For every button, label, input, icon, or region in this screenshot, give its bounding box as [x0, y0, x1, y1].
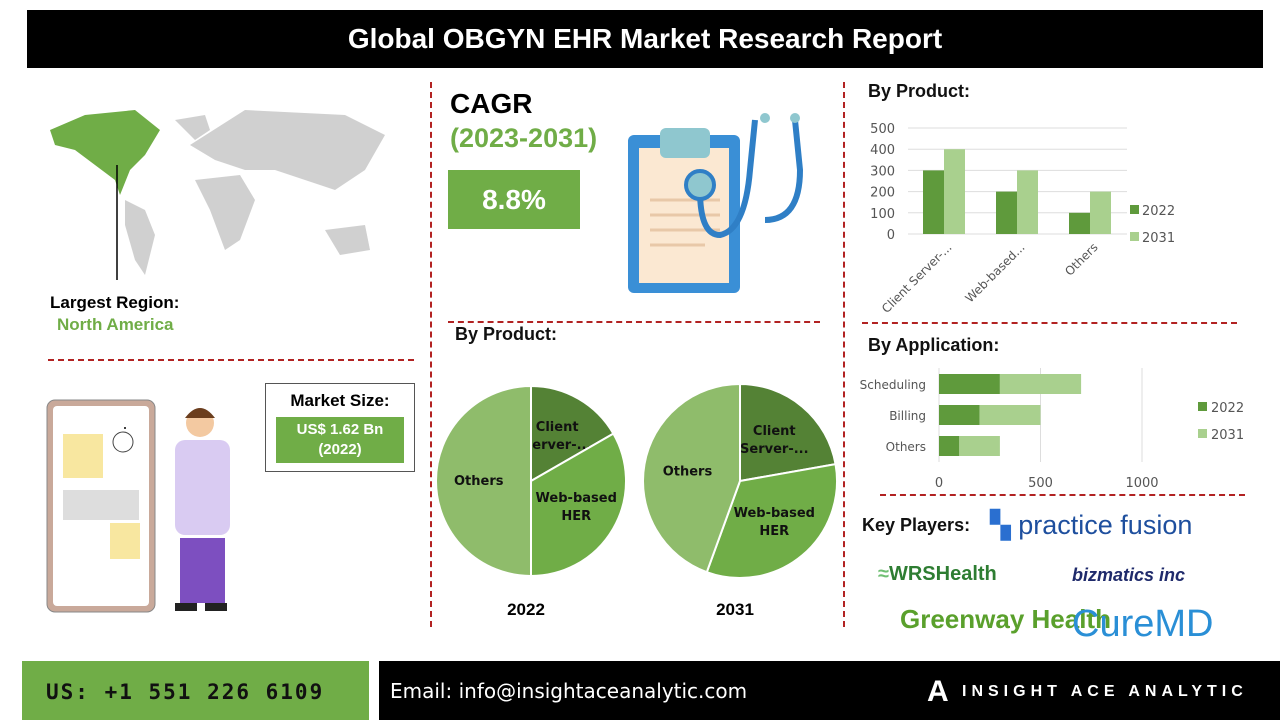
bar: [939, 405, 980, 425]
y-tick-label: Scheduling: [860, 378, 926, 392]
legend-swatch: [1130, 232, 1139, 241]
region-label: Largest Region:: [50, 293, 180, 312]
brand-logo-icon: A: [927, 675, 949, 708]
cagr-period: (2023-2031): [450, 123, 598, 153]
bar: [999, 374, 1082, 394]
x-tick-label: 1000: [1125, 476, 1158, 491]
footer-bar: Email: info@insightaceanalytic.com A INS…: [379, 661, 1280, 720]
pie-slice: [739, 382, 837, 483]
divider: [880, 494, 1245, 496]
application-section-title: By Application:: [868, 335, 1000, 355]
clipboard-stethoscope-icon: [628, 113, 804, 293]
world-map-icon: [50, 110, 385, 280]
pie-slice-label: Server-...: [523, 438, 592, 453]
legend-swatch: [1198, 402, 1207, 411]
pie-year-label: 2022: [507, 600, 545, 619]
x-tick-label: Web-based...: [962, 240, 1027, 305]
wrshealth-logo: ≈WRSHealth: [878, 563, 997, 585]
greenway-health-logo: Greenway Health: [900, 604, 1111, 634]
curemd-logo: CureMD: [1072, 603, 1214, 645]
pie-slice: [705, 462, 838, 579]
legend-swatch: [1198, 429, 1207, 438]
pie-slice: [530, 432, 627, 578]
divider: [430, 82, 432, 627]
bar: [944, 149, 965, 234]
pie-slice-label: Others: [663, 465, 713, 480]
bar: [923, 170, 944, 234]
logo-text: practice fusion: [1018, 510, 1193, 540]
product-pie-charts: Client Server-... Web-based HER Others 2022 Cl…: [435, 382, 838, 619]
brand-name: INSIGHT ACE ANALYTIC: [962, 683, 1248, 700]
y-tick-label: 400: [870, 143, 895, 158]
bar: [959, 436, 1000, 456]
y-tick-label: 300: [870, 164, 895, 179]
legend-label: 2031: [1211, 428, 1244, 443]
market-size-year: (2022): [318, 441, 362, 458]
y-tick-label: Others: [886, 440, 926, 454]
pie-slice-label: Web-based: [734, 506, 815, 521]
key-players-title: Key Players:: [862, 515, 971, 535]
cagr-label: CAGR: [450, 88, 533, 119]
bar: [939, 436, 960, 456]
x-tick-label: 0: [935, 476, 943, 491]
bizmatics-logo: bizmatics inc: [1072, 565, 1186, 585]
application-bar-chart: 0 500 1000 Scheduling Billing Others 2022 2031: [860, 368, 1244, 491]
pie-section-title: By Product:: [455, 324, 558, 344]
pie-slice-label: HER: [561, 509, 591, 524]
y-tick-label: 100: [870, 207, 895, 222]
divider: [48, 359, 414, 361]
legend-label: 2022: [1211, 401, 1244, 416]
product-section-title: By Product:: [868, 81, 971, 101]
divider: [862, 322, 1237, 324]
y-tick-label: 0: [887, 228, 895, 243]
bar: [996, 191, 1017, 234]
bar: [939, 374, 1000, 394]
market-size-box: Market Size: US$ 1.62 Bn (2022): [265, 383, 415, 472]
bar: [1090, 191, 1111, 234]
practice-fusion-logo: ▚ practice fusion: [990, 510, 1193, 540]
x-tick-label: Others: [1062, 240, 1100, 278]
pie-slice-label: Server-...: [740, 442, 809, 457]
pie-year-label: 2031: [716, 600, 754, 619]
pie-slice-label: Web-based: [536, 491, 617, 506]
x-tick-label: 500: [1028, 476, 1053, 491]
report-title: Global OBGYN EHR Market Research Report: [27, 10, 1263, 68]
pie-slice: [642, 382, 741, 574]
legend-label: 2031: [1142, 231, 1175, 246]
bar: [1017, 170, 1038, 234]
product-bar-chart: 0 100 200 300 400 500 Client Server-... Web-bas…: [870, 122, 1175, 316]
legend-swatch: [1130, 205, 1139, 214]
y-tick-label: 500: [870, 122, 895, 137]
phone-contact[interactable]: US: +1 551 226 6109: [22, 661, 369, 720]
pie-slice-label: HER: [759, 524, 789, 539]
x-tick-label: Client Server-...: [879, 240, 955, 316]
pie-slice: [435, 384, 532, 578]
market-size-value: US$ 1.62 Bn: [296, 421, 384, 438]
doctor-ehr-illustration-icon: [46, 399, 230, 613]
pie-slice: [530, 384, 615, 483]
logo-text: WRSHealth: [888, 563, 997, 585]
pie-slice-label: Client: [536, 420, 579, 435]
y-tick-label: Billing: [889, 409, 926, 423]
largest-region-value: North America: [57, 315, 174, 334]
market-size-label: Market Size:: [290, 391, 390, 410]
y-tick-label: 200: [870, 186, 895, 201]
cagr-value: 8.8%: [448, 170, 580, 229]
bar: [979, 405, 1041, 425]
bar: [1069, 212, 1090, 234]
divider: [843, 82, 845, 627]
largest-region-label: Largest Region:: [50, 293, 179, 313]
legend-label: 2022: [1142, 204, 1175, 219]
divider: [448, 321, 820, 323]
email-contact[interactable]: Email: info@insightaceanalytic.com: [390, 679, 748, 703]
pie-slice-label: Client: [753, 424, 796, 439]
pie-slice-label: Others: [454, 474, 504, 489]
